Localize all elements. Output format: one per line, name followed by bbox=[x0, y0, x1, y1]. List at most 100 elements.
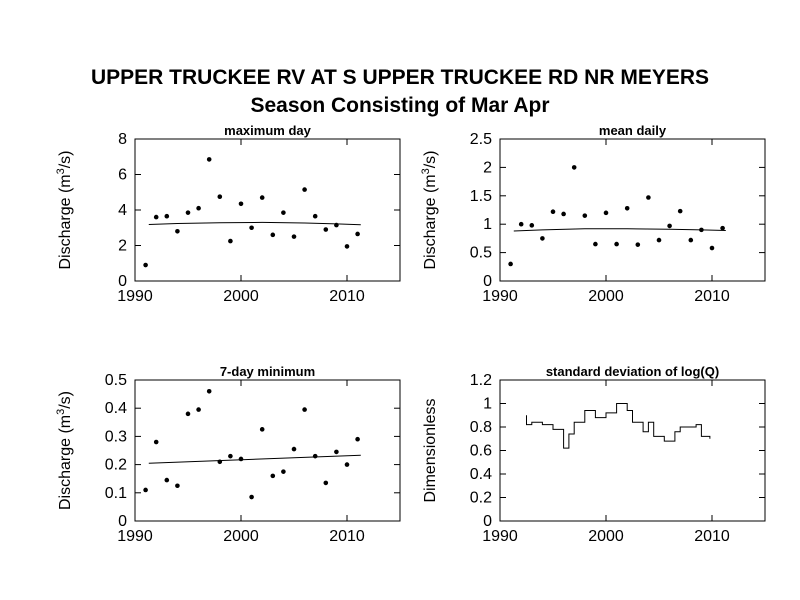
chart-2-point-18 bbox=[334, 449, 339, 455]
chart-0-point-12 bbox=[270, 232, 276, 238]
chart-0-ytick-label-1: 2 bbox=[118, 238, 127, 255]
chart-3-title: standard deviation of log(Q) bbox=[546, 364, 719, 379]
chart-0-point-1 bbox=[153, 214, 159, 220]
chart-3-ylabel: Dimensionless bbox=[422, 398, 439, 502]
chart-0-point-6 bbox=[206, 157, 212, 162]
chart-1-point-9 bbox=[603, 210, 609, 216]
panel-maximum-day: maximum day 1990 2000 2010 0 2 4 6 8 Discharge (m… bbox=[55, 123, 401, 305]
chart-3-frame bbox=[499, 379, 766, 522]
chart-1-point-11 bbox=[624, 205, 630, 211]
chart-1-point-3 bbox=[540, 236, 545, 241]
chart-1-point-2 bbox=[529, 223, 535, 228]
chart-1-point-19 bbox=[709, 245, 715, 251]
chart-0-xtick-label-0: 1990 bbox=[117, 288, 153, 305]
chart-2-ytick-label-1: 0.1 bbox=[105, 485, 127, 502]
chart-0-point-17 bbox=[323, 227, 329, 232]
chart-0-point-0 bbox=[143, 262, 148, 268]
chart-2-ytick-label-5: 0.5 bbox=[105, 372, 127, 389]
chart-3-ytick-label-0: 0 bbox=[483, 513, 492, 530]
chart-2-point-3 bbox=[175, 483, 180, 489]
chart-0-frame bbox=[134, 138, 401, 282]
chart-1-point-4 bbox=[550, 209, 556, 215]
chart-1-xtick-label-2: 2010 bbox=[694, 288, 730, 305]
chart-1-ylabel: Discharge (m3/s) bbox=[420, 150, 439, 269]
chart-2-point-4 bbox=[185, 411, 191, 417]
chart-0-point-7 bbox=[217, 194, 223, 199]
chart-0-point-2 bbox=[164, 213, 170, 219]
page-subtitle: Season Consisting of Mar Apr bbox=[250, 94, 550, 117]
chart-3-ytick-label-1: 0.2 bbox=[470, 490, 492, 507]
chart-3-series-line bbox=[526, 403, 711, 449]
chart-3-ytick-label-4: 0.8 bbox=[470, 419, 492, 436]
chart-0-point-11 bbox=[259, 195, 265, 200]
figure-title: UPPER TRUCKEE RV AT S UPPER TRUCKEE RD N… bbox=[0, 64, 800, 120]
chart-2-point-17 bbox=[323, 480, 329, 486]
chart-1-point-8 bbox=[593, 241, 598, 247]
chart-0-point-13 bbox=[281, 210, 286, 215]
chart-2-ytick-label-0: 0 bbox=[118, 513, 127, 530]
chart-2-frame bbox=[134, 379, 401, 522]
chart-2-point-14 bbox=[291, 446, 297, 452]
chart-0-point-20 bbox=[355, 231, 360, 237]
chart-2-point-20 bbox=[355, 436, 360, 442]
chart-0-point-9 bbox=[238, 201, 244, 207]
chart-0-ytick-label-0: 0 bbox=[118, 273, 127, 290]
chart-1-trend-line bbox=[513, 228, 726, 232]
chart-1-point-10 bbox=[614, 241, 619, 247]
chart-3-ytick-label-2: 0.4 bbox=[470, 466, 492, 483]
chart-1-point-7 bbox=[582, 213, 588, 218]
chart-1-point-12 bbox=[635, 242, 641, 247]
chart-0-ytick-label-4: 8 bbox=[118, 131, 127, 148]
chart-1-point-13 bbox=[646, 195, 651, 200]
chart-2-ytick-label-2: 0.2 bbox=[105, 457, 127, 474]
chart-2-xtick-label-2: 2010 bbox=[329, 528, 365, 545]
chart-3-xtick-label-2: 2010 bbox=[694, 528, 730, 545]
chart-2-point-16 bbox=[312, 453, 318, 459]
chart-2-point-2 bbox=[164, 477, 170, 483]
chart-0-point-15 bbox=[302, 187, 307, 192]
chart-2-point-5 bbox=[196, 407, 201, 412]
chart-1-point-0 bbox=[508, 261, 513, 267]
chart-1-point-14 bbox=[656, 237, 662, 243]
chart-0-point-14 bbox=[291, 234, 297, 239]
chart-2-point-13 bbox=[281, 469, 286, 474]
chart-0-point-10 bbox=[249, 225, 254, 231]
chart-1-frame bbox=[499, 138, 766, 282]
chart-2-trend-line bbox=[148, 454, 361, 464]
chart-0-point-8 bbox=[228, 238, 233, 244]
chart-2-point-6 bbox=[206, 388, 212, 394]
chart-1-point-1 bbox=[518, 221, 524, 227]
chart-1-ytick-label-5: 2.5 bbox=[470, 131, 492, 148]
chart-1-point-6 bbox=[571, 165, 577, 170]
chart-1-ytick-label-4: 2 bbox=[483, 159, 492, 176]
chart-2-xtick-label-0: 1990 bbox=[117, 528, 153, 545]
chart-0-xtick-label-2: 2010 bbox=[329, 288, 365, 305]
chart-2-point-1 bbox=[153, 439, 159, 445]
chart-0-trend-line bbox=[148, 221, 361, 226]
chart-3-ytick-label-5: 1 bbox=[483, 396, 492, 413]
chart-1-point-5 bbox=[561, 211, 566, 217]
chart-2-point-0 bbox=[143, 487, 148, 493]
page-title: UPPER TRUCKEE RV AT S UPPER TRUCKEE RD N… bbox=[90, 66, 710, 89]
panel-7-day-minimum: 7-day minimum 1990 2000 2010 0 0.1 0.2 0.3 0.4 0.… bbox=[55, 364, 401, 545]
chart-2-xtick-label-1: 2000 bbox=[223, 528, 259, 545]
chart-2-title: 7-day minimum bbox=[220, 364, 315, 379]
chart-1-ytick-label-2: 1 bbox=[483, 216, 492, 233]
chart-0-ytick-label-2: 4 bbox=[118, 202, 127, 219]
chart-2-ytick-label-4: 0.4 bbox=[105, 400, 127, 417]
chart-1-xtick-label-0: 1990 bbox=[482, 288, 518, 305]
chart-0-point-4 bbox=[185, 210, 191, 215]
chart-0-point-16 bbox=[312, 213, 318, 219]
chart-0-point-19 bbox=[344, 244, 350, 249]
chart-1-point-20 bbox=[720, 225, 725, 231]
chart-2-point-15 bbox=[302, 407, 307, 412]
chart-0-point-5 bbox=[196, 205, 201, 211]
chart-3-ytick-label-3: 0.6 bbox=[470, 443, 492, 460]
chart-1-point-15 bbox=[667, 223, 672, 229]
chart-1-point-17 bbox=[688, 237, 694, 243]
chart-0-ylabel: Discharge (m3/s) bbox=[55, 150, 74, 269]
chart-3-xtick-label-0: 1990 bbox=[482, 528, 518, 545]
chart-0-point-3 bbox=[175, 229, 180, 234]
chart-2-point-8 bbox=[228, 453, 233, 459]
chart-1-ytick-label-3: 1.5 bbox=[470, 188, 492, 205]
